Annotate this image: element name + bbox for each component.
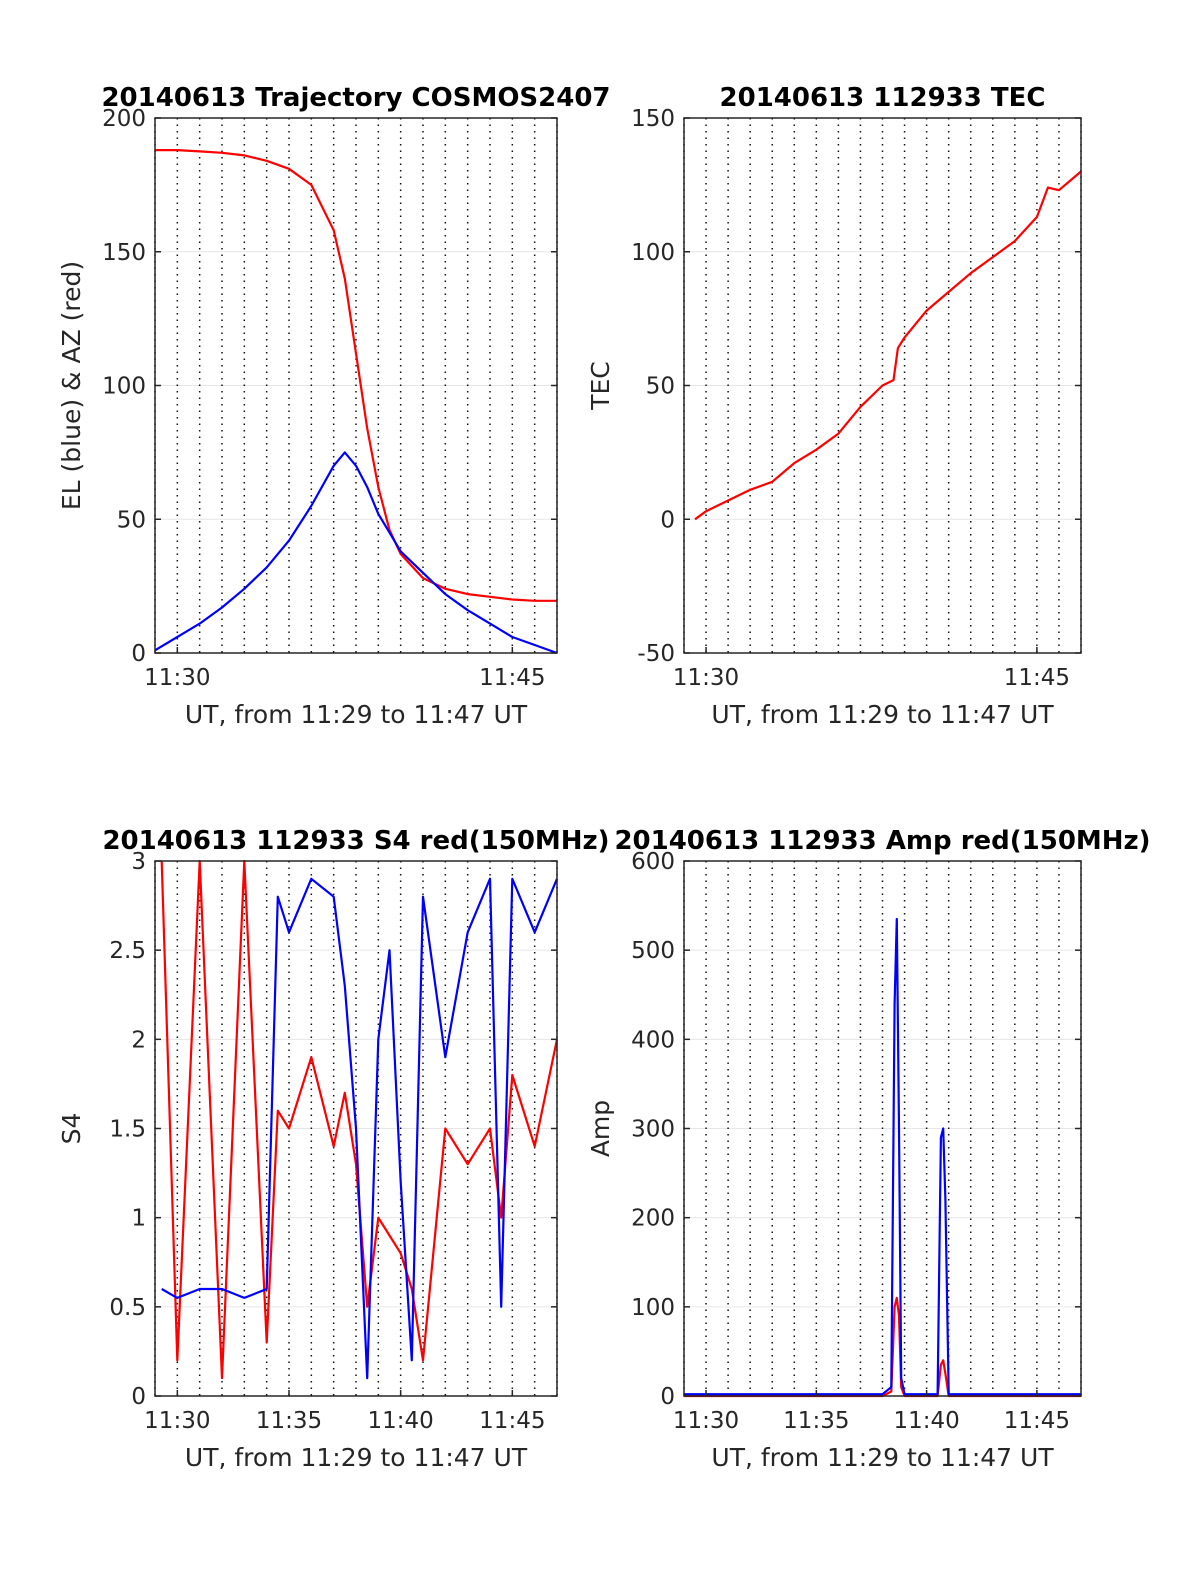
x-tick-label: 11:45 bbox=[1004, 1408, 1070, 1434]
x-axis-label: UT, from 11:29 to 11:47 UT bbox=[185, 1443, 528, 1472]
y-tick-label: 0.5 bbox=[109, 1295, 146, 1321]
x-tick-label: 11:45 bbox=[1004, 665, 1070, 691]
series-line-0 bbox=[694, 170, 1082, 521]
series-line-1 bbox=[154, 451, 558, 655]
y-tick-label: 150 bbox=[102, 240, 146, 266]
y-tick-label: 0 bbox=[660, 507, 675, 533]
y-tick-label: 200 bbox=[102, 106, 146, 132]
y-axis-label: S4 bbox=[57, 1113, 86, 1145]
chart-title: 20140613 112933 S4 red(150MHz) bbox=[102, 826, 609, 856]
chart-title: 20140613 112933 TEC bbox=[720, 83, 1046, 113]
series-line-0 bbox=[155, 149, 557, 602]
y-tick-label: 100 bbox=[102, 374, 146, 400]
series-line-1 bbox=[161, 877, 559, 1380]
chart-amp: 0 100 200 300 400 500 600 11:30 11:35 11:40 11:45 2… bbox=[586, 826, 1151, 1472]
chart-title: 20140613 Trajectory COSMOS2407 bbox=[101, 83, 610, 113]
y-tick-label: 400 bbox=[631, 1027, 675, 1053]
chart-tec: -50 0 50 100 150 11:30 11:45 20140613 112933 TE… bbox=[586, 83, 1082, 729]
y-tick-label: 600 bbox=[631, 849, 675, 875]
y-axis-label: EL (blue) & AZ (red) bbox=[57, 261, 86, 510]
x-tick-label: 11:30 bbox=[673, 665, 739, 691]
x-tick-label: 11:40 bbox=[368, 1408, 434, 1434]
y-tick-label: 500 bbox=[631, 938, 675, 964]
x-tick-label: 11:30 bbox=[673, 1408, 739, 1434]
x-axis-label: UT, from 11:29 to 11:47 UT bbox=[711, 1443, 1054, 1472]
y-tick-label: 100 bbox=[631, 1295, 675, 1321]
y-tick-label: 1 bbox=[131, 1206, 146, 1232]
y-tick-label: 150 bbox=[631, 106, 675, 132]
y-tick-label: 3 bbox=[131, 849, 146, 875]
y-tick-label: 0 bbox=[131, 641, 146, 667]
x-tick-label: 11:45 bbox=[479, 665, 545, 691]
y-tick-label: 2 bbox=[131, 1027, 146, 1053]
y-tick-label: 50 bbox=[646, 374, 675, 400]
y-tick-label: 200 bbox=[631, 1206, 675, 1232]
y-tick-label: 100 bbox=[631, 240, 675, 266]
y-tick-label: 1.5 bbox=[109, 1117, 146, 1143]
y-tick-label: 0 bbox=[131, 1384, 146, 1410]
y-tick-label: -50 bbox=[637, 641, 675, 667]
x-tick-label: 11:30 bbox=[144, 665, 210, 691]
x-tick-label: 11:35 bbox=[256, 1408, 322, 1434]
y-tick-label: 50 bbox=[117, 507, 146, 533]
x-tick-label: 11:30 bbox=[144, 1408, 210, 1434]
series-line-1 bbox=[684, 917, 1081, 1396]
x-tick-label: 11:45 bbox=[479, 1408, 545, 1434]
y-tick-label: 0 bbox=[660, 1384, 675, 1410]
x-axis-label: UT, from 11:29 to 11:47 UT bbox=[711, 700, 1054, 729]
chart-title: 20140613 112933 Amp red(150MHz) bbox=[614, 826, 1150, 856]
x-tick-label: 11:40 bbox=[893, 1408, 959, 1434]
x-axis-label: UT, from 11:29 to 11:47 UT bbox=[185, 700, 528, 729]
y-axis-label: Amp bbox=[586, 1100, 615, 1157]
y-axis-label: TEC bbox=[586, 361, 615, 411]
series-line-0 bbox=[160, 859, 559, 1380]
x-tick-label: 11:35 bbox=[783, 1408, 849, 1434]
y-tick-label: 2.5 bbox=[109, 938, 146, 964]
y-tick-label: 300 bbox=[631, 1117, 675, 1143]
chart-trajectory: 0 50 100 150 200 11:30 11:45 20140613 Trajector… bbox=[57, 83, 611, 729]
chart-s4: 0 0.5 1 1.5 2 2.5 3 11:30 11:35 11:40 11:45 2014061… bbox=[57, 826, 610, 1472]
